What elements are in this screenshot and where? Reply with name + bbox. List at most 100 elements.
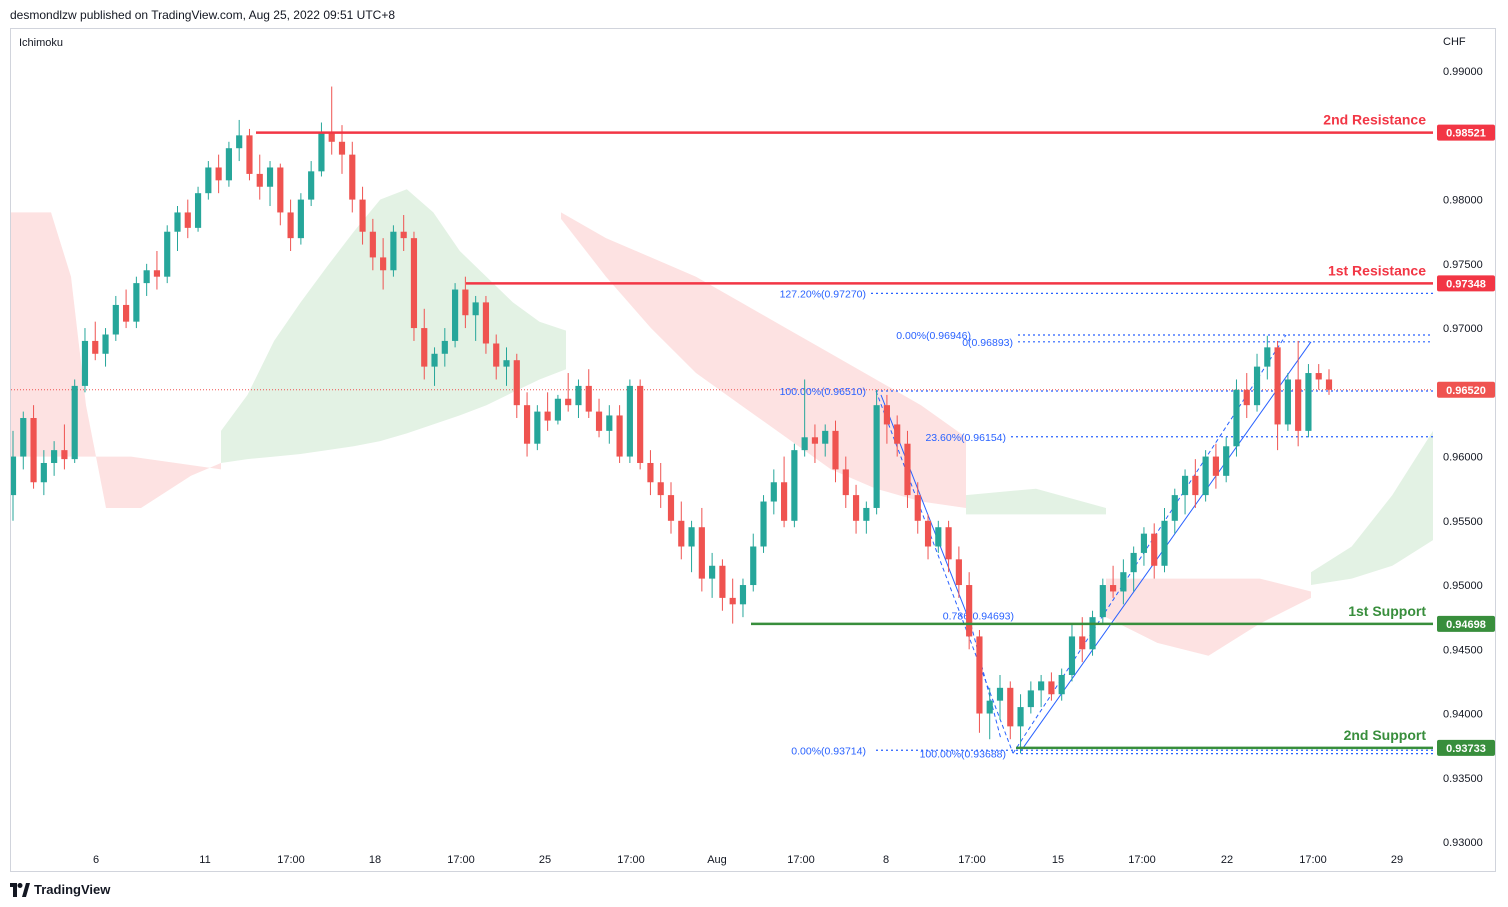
candle-body bbox=[914, 495, 921, 521]
candle bbox=[1151, 523, 1158, 579]
candle-body bbox=[811, 437, 819, 444]
candle-body bbox=[349, 154, 356, 200]
chart-canvas[interactable]: 127.20%(0.97270) 0.00%(0.96946)0(0.96893)… bbox=[11, 29, 1495, 871]
candle bbox=[503, 347, 510, 386]
candle-body bbox=[770, 482, 777, 502]
fib-swing-line bbox=[1012, 334, 1287, 754]
candle bbox=[626, 379, 633, 463]
price-tag-label: 0.94698 bbox=[1446, 619, 1486, 631]
time-tick-label: 29 bbox=[1391, 854, 1403, 866]
candle bbox=[452, 283, 459, 348]
candle bbox=[1099, 578, 1106, 624]
ichimoku-cloud bbox=[11, 189, 1433, 656]
candle-body bbox=[400, 231, 407, 239]
candle-body bbox=[575, 385, 582, 406]
candle bbox=[1253, 353, 1261, 412]
candle bbox=[1325, 369, 1333, 395]
candle bbox=[1171, 488, 1178, 534]
candle bbox=[667, 482, 675, 534]
candle bbox=[873, 389, 880, 515]
candle-body bbox=[11, 456, 17, 496]
candle-body bbox=[863, 507, 870, 521]
candle bbox=[174, 206, 181, 251]
price-tag-label: 0.96520 bbox=[1446, 385, 1486, 397]
candle-body bbox=[554, 398, 561, 421]
candle bbox=[236, 119, 243, 162]
time-tick-label: 17:00 bbox=[1128, 854, 1156, 866]
candle bbox=[205, 161, 212, 200]
candle-body bbox=[544, 411, 551, 421]
candle bbox=[924, 514, 932, 560]
candle-body bbox=[462, 289, 469, 316]
candle bbox=[390, 225, 397, 277]
candle bbox=[1243, 373, 1250, 419]
candle-body bbox=[369, 231, 376, 258]
candle-body bbox=[904, 443, 911, 496]
candle-body bbox=[1192, 475, 1199, 496]
candle bbox=[349, 141, 356, 213]
candle bbox=[133, 276, 140, 329]
candle-body bbox=[760, 501, 767, 547]
footer-brand[interactable]: TradingView bbox=[34, 882, 111, 897]
cloud-bull-2 bbox=[966, 488, 1106, 515]
candle bbox=[513, 353, 520, 419]
candle bbox=[410, 231, 418, 341]
candle-body bbox=[595, 411, 603, 431]
candle bbox=[266, 161, 274, 207]
candle-body bbox=[123, 304, 130, 322]
candle bbox=[102, 328, 109, 367]
candle bbox=[1048, 672, 1055, 701]
chart-frame[interactable]: 127.20%(0.97270) 0.00%(0.96946) 0(0.96893)… bbox=[10, 28, 1496, 872]
candle-body bbox=[1181, 475, 1189, 496]
candle-body bbox=[246, 135, 253, 174]
candle bbox=[1068, 623, 1076, 682]
candle bbox=[945, 520, 952, 573]
candle-body bbox=[359, 199, 366, 232]
candle bbox=[143, 263, 150, 296]
candle-body bbox=[709, 565, 716, 579]
candle bbox=[421, 308, 428, 380]
time-tick-label: 17:00 bbox=[447, 854, 475, 866]
support-resistance-levels: 2nd Resistance 1st Resistance 1st Support 2… bbox=[256, 112, 1433, 750]
candle-body bbox=[986, 700, 993, 714]
time-tick-label: 22 bbox=[1221, 854, 1233, 866]
candle-body bbox=[184, 212, 191, 228]
price-tag-label: 0.98521 bbox=[1446, 128, 1486, 140]
price-axis: 0.990000.985000.980000.975000.970000.965… bbox=[1437, 66, 1495, 849]
candle-body bbox=[883, 405, 890, 425]
price-tick-label: 0.97000 bbox=[1443, 323, 1483, 335]
candle-body bbox=[81, 340, 89, 386]
candle-body bbox=[1099, 585, 1106, 618]
time-tick-label: 8 bbox=[883, 854, 889, 866]
candle bbox=[1264, 335, 1271, 380]
candle bbox=[698, 507, 705, 592]
candle-body bbox=[1120, 572, 1127, 592]
candle-body bbox=[380, 257, 387, 271]
time-tick-label: Aug bbox=[707, 854, 727, 866]
candle-body bbox=[277, 167, 284, 213]
publisher-header: desmondlzw published on TradingView.com,… bbox=[0, 0, 1508, 28]
candle-body bbox=[1253, 366, 1261, 406]
candle bbox=[585, 369, 592, 419]
candle-body bbox=[523, 405, 531, 444]
candle bbox=[770, 469, 777, 515]
candle bbox=[976, 630, 983, 733]
candle-body bbox=[287, 212, 294, 239]
cloud-bear-2 bbox=[1106, 578, 1311, 656]
candle-body bbox=[657, 482, 664, 496]
fib-level-label: 0(0.96893) bbox=[962, 337, 1013, 349]
candle bbox=[297, 193, 304, 245]
candle-body bbox=[1284, 379, 1291, 425]
tradingview-logo-icon[interactable] bbox=[10, 883, 30, 897]
candle-body bbox=[1161, 520, 1168, 566]
candle bbox=[246, 128, 253, 181]
candle-body bbox=[1202, 456, 1209, 496]
price-tick-label: 0.97500 bbox=[1443, 259, 1483, 271]
candle-body bbox=[966, 585, 973, 637]
candle-body bbox=[1295, 379, 1302, 431]
candle bbox=[750, 533, 757, 592]
candle bbox=[1161, 507, 1168, 573]
candle-body bbox=[143, 270, 150, 284]
currency-label: CHF bbox=[1443, 36, 1466, 48]
cloud-bear-1 bbox=[561, 212, 966, 508]
